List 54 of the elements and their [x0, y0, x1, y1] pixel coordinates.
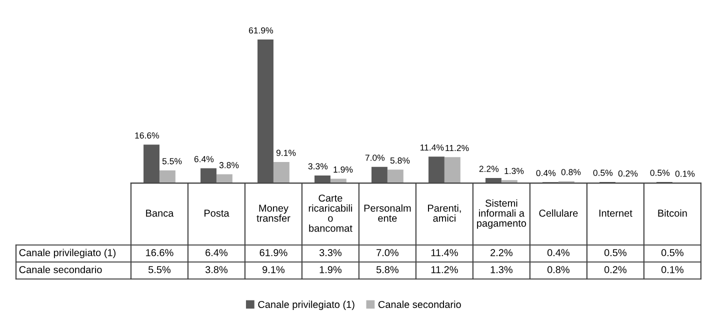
- data-label: 0.2%: [604, 266, 626, 274]
- data-label: 0.8%: [547, 266, 570, 274]
- text: 5.8%: [390, 157, 410, 164]
- text: 1.9%: [334, 166, 353, 173]
- data-label: 2.2%: [490, 249, 512, 256]
- data-label: 11.4%: [431, 249, 458, 256]
- x-tick-label: Sistemi informali a pagamento: [477, 199, 526, 229]
- data-label: 3.8%: [205, 266, 228, 274]
- data-label: 61.9%: [260, 249, 288, 256]
- legend-label: Canale privilegiato (1): [258, 300, 354, 310]
- text: 61.9%: [248, 27, 274, 34]
- text: 9.1%: [276, 150, 296, 156]
- text: 16.6%: [135, 132, 160, 139]
- data-label: 9.1%: [262, 266, 285, 274]
- data-label: 5.8%: [376, 266, 398, 274]
- x-tick-label: Bitcoin: [658, 209, 687, 217]
- text: 3.8%: [219, 162, 239, 168]
- x-tick-label: Banca: [146, 210, 174, 217]
- x-tick-label: Money transfer: [256, 204, 290, 222]
- data-label: 0.4%: [547, 249, 570, 256]
- text: 0.5%: [593, 170, 613, 176]
- data-label: 7.0%: [376, 249, 398, 256]
- text: Canale privilegiato (1): [19, 248, 116, 258]
- data-label: 0.5%: [604, 249, 626, 256]
- legend-label: Canale secondario: [378, 300, 461, 308]
- data-label: 11.2%: [431, 266, 458, 274]
- x-tick-label: Internet: [599, 210, 632, 217]
- text: 0.1%: [675, 170, 695, 177]
- text: 3.3%: [308, 163, 328, 170]
- data-label: 6.4%: [206, 249, 228, 256]
- text: 0.4%: [536, 170, 556, 176]
- text: 5.5%: [162, 158, 182, 164]
- data-label: 0.1%: [661, 266, 684, 274]
- text: Canale secondario: [19, 266, 102, 274]
- text: 11.4%: [420, 144, 444, 151]
- x-tick-label: Cellulare: [539, 209, 578, 217]
- text: 1.3%: [504, 168, 524, 174]
- x-tick-label: Posta: [204, 210, 230, 217]
- data-label: 1.3%: [490, 266, 512, 274]
- text: 7.0%: [365, 154, 385, 161]
- text: 0.2%: [618, 170, 638, 177]
- text: 2.2%: [479, 166, 499, 172]
- data-label: 1.9%: [320, 266, 342, 274]
- x-tick-label: Carte ricaricabili o bancomat: [308, 194, 352, 232]
- data-label: 5.5%: [148, 266, 171, 274]
- text: 11.2%: [446, 144, 469, 152]
- text: 0.8%: [561, 169, 581, 176]
- text: 0.5%: [650, 170, 670, 176]
- data-label: 3.3%: [319, 249, 342, 256]
- data-label: 16.6%: [146, 249, 174, 256]
- x-tick-label: Personalm ente: [364, 204, 411, 222]
- text: 6.4%: [194, 156, 214, 162]
- data-label: 0.5%: [661, 249, 684, 256]
- x-tick-label: Parenti, amici: [428, 204, 461, 222]
